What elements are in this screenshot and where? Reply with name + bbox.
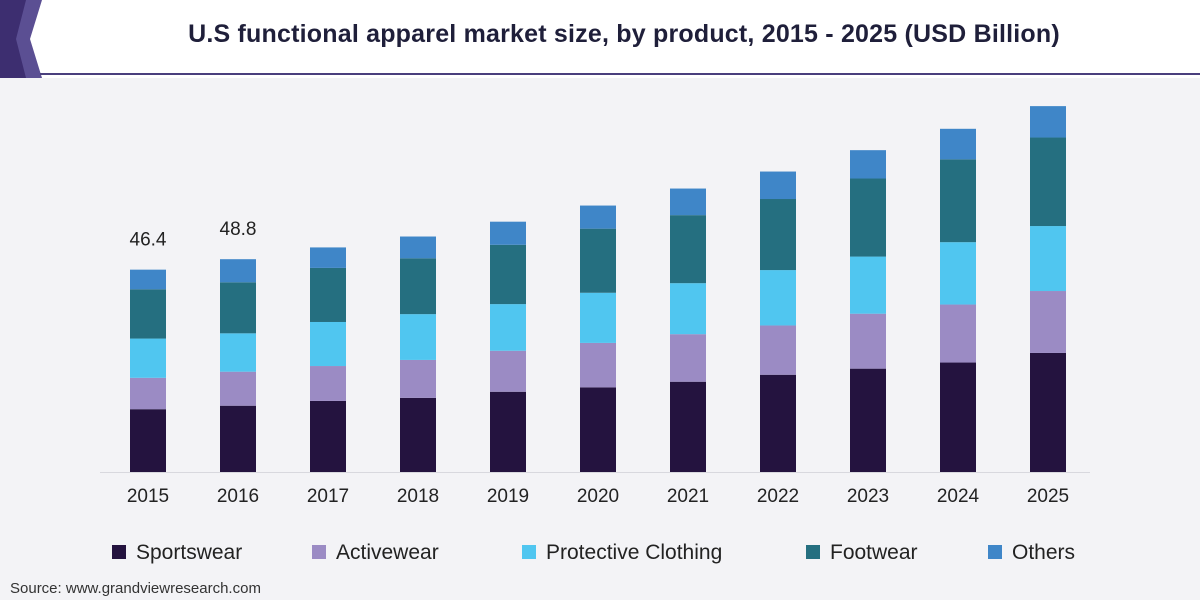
bar-segment-sportswear-2022 <box>760 374 796 472</box>
legend-label-footwear: Footwear <box>830 541 918 564</box>
bar-segment-protective-clothing-2022 <box>760 270 796 326</box>
bar-segment-footwear-2015 <box>130 289 166 339</box>
chart-title: U.S functional apparel market size, by p… <box>188 20 1060 48</box>
bar-segment-protective-clothing-2021 <box>670 283 706 335</box>
bar-segment-others-2021 <box>670 188 706 216</box>
bar-segment-protective-clothing-2016 <box>220 333 256 372</box>
bar-segment-footwear-2024 <box>940 159 976 243</box>
bar-segment-activewear-2024 <box>940 304 976 363</box>
bar-segment-footwear-2023 <box>850 178 886 257</box>
bar-segment-footwear-2019 <box>490 244 526 305</box>
bar-segment-protective-clothing-2023 <box>850 256 886 314</box>
x-tick-label-2021: 2021 <box>667 486 709 507</box>
legend-swatch-protective-clothing <box>522 545 536 559</box>
legend-label-protective-clothing: Protective Clothing <box>546 541 722 564</box>
bar-segment-others-2025 <box>1030 106 1066 138</box>
header-divider <box>40 73 1200 75</box>
bar-segment-activewear-2015 <box>130 377 166 410</box>
x-tick-label-2023: 2023 <box>847 486 889 507</box>
bar-segment-protective-clothing-2018 <box>400 314 436 360</box>
legend-swatch-sportswear <box>112 545 126 559</box>
bar-segment-others-2023 <box>850 150 886 179</box>
legend-swatch-footwear <box>806 545 820 559</box>
x-tick-label-2019: 2019 <box>487 486 529 507</box>
bar-segment-activewear-2022 <box>760 325 796 375</box>
x-tick-label-2018: 2018 <box>397 486 439 507</box>
bar-segment-sportswear-2021 <box>670 381 706 472</box>
bar-segment-protective-clothing-2017 <box>310 321 346 367</box>
bar-segment-footwear-2020 <box>580 228 616 293</box>
bar-segment-others-2020 <box>580 205 616 229</box>
bar-segment-sportswear-2019 <box>490 391 526 472</box>
bar-segment-sportswear-2025 <box>1030 352 1066 472</box>
legend-label-activewear: Activewear <box>336 541 439 564</box>
bar-segment-others-2015 <box>130 269 166 290</box>
bar-segment-footwear-2021 <box>670 215 706 284</box>
bar-segment-protective-clothing-2020 <box>580 292 616 343</box>
x-tick-label-2025: 2025 <box>1027 486 1069 507</box>
header-accent-shape <box>0 0 42 78</box>
bar-segment-activewear-2019 <box>490 350 526 392</box>
bar-segment-protective-clothing-2024 <box>940 242 976 305</box>
bar-segment-others-2017 <box>310 247 346 268</box>
data-label-2016: 48.8 <box>220 219 257 240</box>
bar-segment-protective-clothing-2015 <box>130 338 166 378</box>
x-tick-label-2017: 2017 <box>307 486 349 507</box>
bar-segment-protective-clothing-2025 <box>1030 226 1066 292</box>
x-tick-label-2020: 2020 <box>577 486 619 507</box>
bar-segment-activewear-2025 <box>1030 291 1066 353</box>
legend-swatch-activewear <box>312 545 326 559</box>
bar-segment-protective-clothing-2019 <box>490 304 526 351</box>
source-note: Source: www.grandviewresearch.com <box>10 580 261 597</box>
bar-segment-activewear-2016 <box>220 371 256 406</box>
bar-segment-footwear-2025 <box>1030 137 1066 227</box>
bar-segment-sportswear-2015 <box>130 409 166 472</box>
bar-segment-activewear-2021 <box>670 334 706 382</box>
bar-segment-activewear-2023 <box>850 313 886 369</box>
bar-segment-sportswear-2017 <box>310 400 346 472</box>
bar-segment-footwear-2016 <box>220 282 256 334</box>
bar-segment-others-2022 <box>760 171 796 200</box>
x-tick-label-2016: 2016 <box>217 486 259 507</box>
legend-label-sportswear: Sportswear <box>136 541 242 564</box>
bar-segment-others-2019 <box>490 221 526 245</box>
x-tick-label-2022: 2022 <box>757 486 799 507</box>
bar-segment-footwear-2018 <box>400 258 436 315</box>
legend-label-others: Others <box>1012 541 1075 564</box>
data-label-2015: 46.4 <box>130 230 167 251</box>
legend-swatch-others <box>988 545 1002 559</box>
bar-segment-others-2018 <box>400 236 436 259</box>
bar-segment-sportswear-2016 <box>220 405 256 472</box>
bar-segment-activewear-2018 <box>400 359 436 398</box>
bar-segment-activewear-2020 <box>580 342 616 388</box>
bar-segment-activewear-2017 <box>310 366 346 401</box>
bar-segment-sportswear-2023 <box>850 368 886 472</box>
bar-segment-sportswear-2020 <box>580 387 616 472</box>
bar-segment-footwear-2017 <box>310 267 346 322</box>
bar-segment-footwear-2022 <box>760 199 796 271</box>
bar-segment-sportswear-2018 <box>400 397 436 472</box>
bar-segment-others-2024 <box>940 128 976 160</box>
bar-segment-others-2016 <box>220 259 256 283</box>
x-tick-label-2015: 2015 <box>127 486 169 507</box>
bar-segment-sportswear-2024 <box>940 362 976 472</box>
x-tick-label-2024: 2024 <box>937 486 980 507</box>
chart-header: U.S functional apparel market size, by p… <box>0 0 1200 78</box>
